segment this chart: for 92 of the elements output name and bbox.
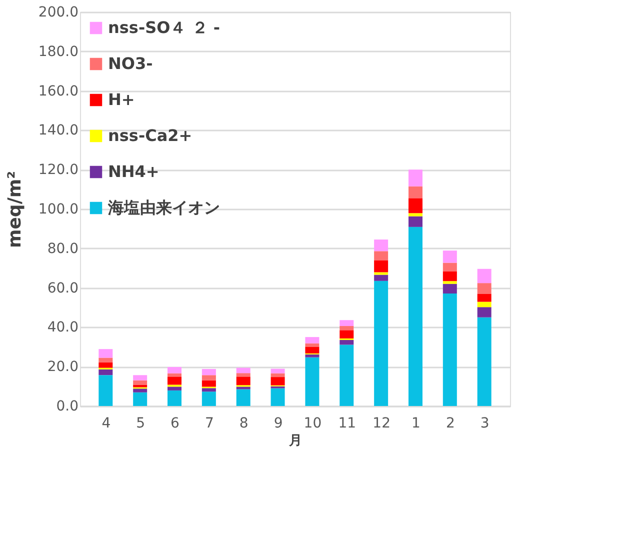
bar bbox=[168, 376, 182, 385]
bar bbox=[236, 368, 250, 374]
y-tick-label: 20.0 bbox=[47, 359, 78, 376]
y-tick-label: 100.0 bbox=[38, 202, 78, 218]
bar bbox=[374, 274, 388, 281]
bar bbox=[408, 186, 422, 198]
bar bbox=[442, 284, 457, 294]
bar bbox=[236, 373, 250, 377]
x-tick-label: 3 bbox=[480, 416, 490, 432]
bar bbox=[408, 198, 422, 214]
bar bbox=[270, 368, 285, 374]
legend-label: nss-SO４ ２ - bbox=[108, 18, 220, 37]
legend-label: 海塩由来イオン bbox=[107, 198, 220, 217]
y-tick-label: 200.0 bbox=[38, 4, 78, 20]
bar bbox=[168, 366, 182, 374]
bar bbox=[374, 251, 388, 260]
bar bbox=[305, 346, 320, 354]
y-tick-label: 60.0 bbox=[47, 280, 78, 296]
bar bbox=[477, 268, 492, 284]
bar bbox=[340, 340, 354, 345]
bar bbox=[374, 260, 388, 272]
bar bbox=[133, 375, 148, 380]
bar bbox=[408, 170, 422, 186]
bar bbox=[340, 344, 354, 406]
bar bbox=[202, 388, 216, 392]
x-tick-label: 2 bbox=[446, 416, 455, 432]
bar bbox=[202, 380, 216, 387]
bar bbox=[374, 280, 388, 406]
bar bbox=[340, 320, 354, 326]
bar bbox=[442, 281, 457, 284]
bar bbox=[442, 250, 457, 263]
bar bbox=[98, 358, 113, 362]
bar bbox=[270, 388, 285, 406]
bar bbox=[202, 375, 216, 380]
bar bbox=[202, 392, 216, 406]
bar bbox=[305, 354, 320, 358]
bar bbox=[340, 326, 354, 330]
bar bbox=[168, 386, 182, 390]
bar bbox=[98, 375, 113, 406]
bar bbox=[236, 386, 250, 390]
x-tick-label: 10 bbox=[304, 416, 322, 432]
bar bbox=[408, 213, 422, 216]
x-tick-label: 11 bbox=[338, 416, 356, 432]
x-axis-title: 月 bbox=[288, 434, 302, 448]
bar bbox=[408, 216, 422, 227]
bar bbox=[133, 384, 148, 388]
y-tick-label: 80.0 bbox=[47, 240, 78, 257]
bar bbox=[305, 357, 320, 406]
y-tick-label: 140.0 bbox=[38, 122, 78, 139]
bar bbox=[133, 380, 148, 385]
bar bbox=[270, 377, 285, 386]
y-tick-label: 160.0 bbox=[38, 83, 78, 100]
bar bbox=[236, 376, 250, 386]
y-tick-label: 120.0 bbox=[38, 162, 78, 178]
bar bbox=[133, 392, 148, 406]
x-tick-label: 8 bbox=[239, 416, 248, 432]
y-tick-label: 40.0 bbox=[47, 320, 78, 336]
bar bbox=[477, 317, 492, 406]
bar bbox=[133, 388, 148, 392]
bar bbox=[477, 302, 492, 308]
x-tick-label: 1 bbox=[412, 416, 420, 432]
x-tick-label: 7 bbox=[204, 416, 214, 432]
bar bbox=[477, 307, 492, 318]
x-tick-label: 12 bbox=[372, 416, 390, 432]
bar bbox=[305, 337, 320, 344]
y-axis-title: meq/m² bbox=[4, 170, 26, 248]
bar bbox=[477, 294, 492, 302]
bar bbox=[442, 271, 457, 282]
legend-label: NH4+ bbox=[108, 162, 160, 181]
bar bbox=[168, 390, 182, 406]
x-tick-label: 9 bbox=[274, 416, 283, 432]
x-tick-label: 6 bbox=[170, 416, 180, 432]
bar bbox=[477, 283, 492, 294]
bar bbox=[374, 272, 388, 275]
x-tick-label: 4 bbox=[102, 416, 111, 432]
bar bbox=[98, 369, 113, 376]
y-tick-label: 180.0 bbox=[38, 44, 78, 60]
bar bbox=[340, 330, 354, 338]
bar bbox=[374, 240, 388, 252]
bar bbox=[408, 226, 422, 406]
bar bbox=[236, 389, 250, 406]
y-tick-label: 0.0 bbox=[56, 398, 78, 414]
bar bbox=[98, 349, 113, 358]
x-tick-label: 5 bbox=[136, 416, 146, 432]
bar bbox=[98, 362, 113, 368]
legend-label: NO3- bbox=[108, 54, 153, 73]
legend-label: nss-Ca2+ bbox=[108, 126, 192, 145]
bar bbox=[270, 373, 285, 378]
bar bbox=[442, 262, 457, 272]
bar bbox=[202, 368, 216, 376]
legend-label: H+ bbox=[108, 90, 135, 109]
bar bbox=[442, 294, 457, 406]
